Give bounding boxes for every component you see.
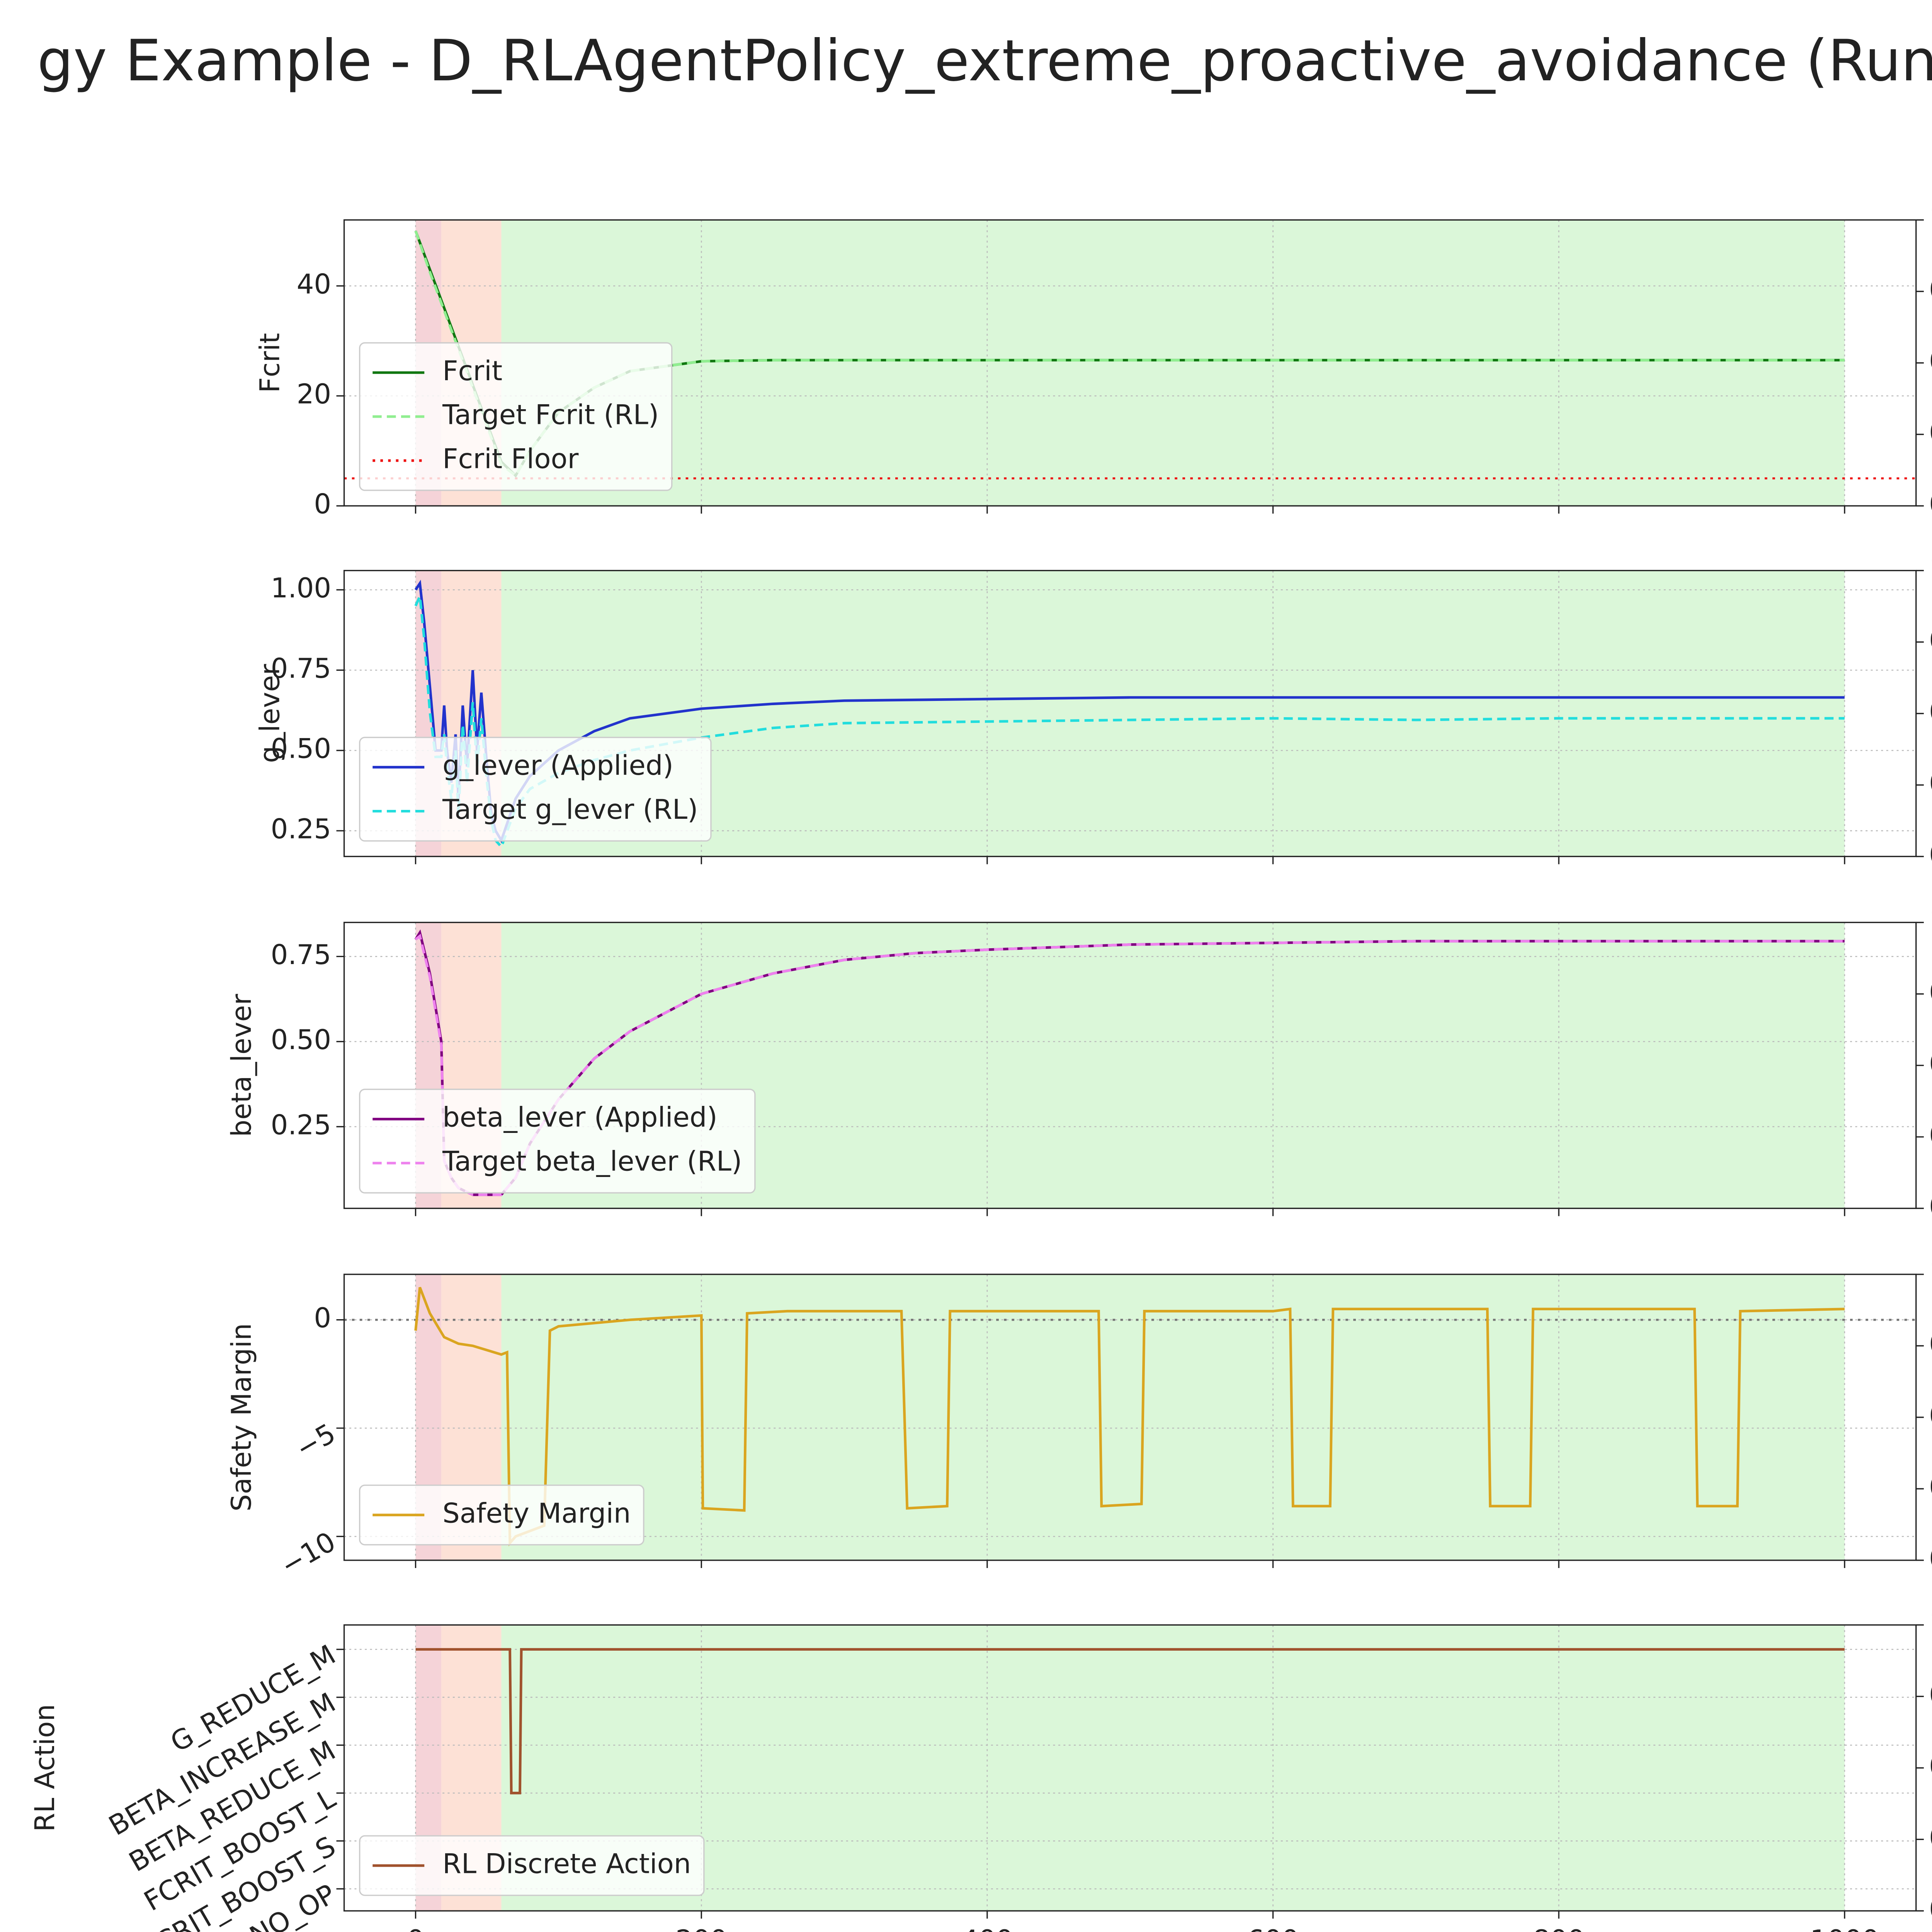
legend: Safety Margin bbox=[359, 1485, 645, 1546]
legend-label: RL Discrete Action bbox=[442, 1848, 691, 1880]
legend-label: Target beta_lever (RL) bbox=[442, 1146, 742, 1177]
y2-tick-label: 0.00 bbox=[1929, 1543, 1932, 1574]
y-tick-label: 0.25 bbox=[271, 1109, 332, 1141]
legend: beta_lever (Applied) Target beta_lever (R… bbox=[359, 1088, 756, 1194]
legend-box bbox=[359, 1485, 645, 1546]
legend-label: Target Fcrit (RL) bbox=[442, 399, 659, 431]
y2-tick-label: 1.00 bbox=[1929, 553, 1932, 585]
y2-tick-label: 0.75 bbox=[1929, 1679, 1932, 1711]
plot-frame bbox=[343, 1624, 1917, 1912]
shaded-region bbox=[501, 570, 1845, 857]
y2-tick-label: 0.50 bbox=[1929, 345, 1932, 377]
plot-frame bbox=[343, 570, 1917, 857]
legend-box bbox=[359, 342, 673, 491]
y-tick-label: 0.50 bbox=[271, 733, 332, 765]
plot-frame bbox=[343, 219, 1917, 507]
legend-label: Target g_lever (RL) bbox=[442, 794, 698, 825]
legend-label: Safety Margin bbox=[442, 1497, 631, 1529]
y2-tick-label: 0.25 bbox=[1929, 767, 1932, 799]
shaded-region bbox=[501, 1274, 1845, 1560]
legend-box bbox=[359, 1088, 756, 1194]
x-tick-label: 1000 bbox=[1810, 1924, 1879, 1932]
y-tick-label: 40 bbox=[297, 268, 331, 300]
plot-frame bbox=[343, 1274, 1917, 1561]
plot-frame bbox=[343, 922, 1917, 1209]
y-tick-label: 0 bbox=[314, 488, 331, 520]
legend-box bbox=[359, 736, 712, 842]
y2-tick-label: 0.75 bbox=[1929, 976, 1932, 1008]
y2-tick-label: 1.00 bbox=[1929, 202, 1932, 234]
figure-title: gy Example - D_RLAgentPolicy_extreme_pro… bbox=[37, 27, 1932, 94]
y2-tick-label: 0.25 bbox=[1929, 417, 1932, 449]
y2-tick-label: 0.50 bbox=[1929, 696, 1932, 728]
series-line bbox=[414, 1287, 1845, 1546]
y-axis-label: Safety Margin bbox=[226, 1323, 257, 1511]
legend: Fcrit Target Fcrit (RL) Fcrit Floor bbox=[359, 342, 673, 491]
y2-tick-label: 0.00 bbox=[1929, 488, 1932, 520]
y2-tick-label: 0.25 bbox=[1929, 1471, 1932, 1503]
y2-tick-label: 0.75 bbox=[1929, 274, 1932, 306]
y2-tick-label: 1.00 bbox=[1929, 905, 1932, 937]
legend-label: Fcrit Floor bbox=[442, 443, 578, 474]
shaded-region bbox=[501, 1625, 1845, 1911]
legend-box bbox=[359, 1835, 705, 1896]
y-axis-label: beta_lever bbox=[226, 994, 257, 1137]
legend-label: beta_lever (Applied) bbox=[442, 1102, 718, 1133]
shaded-region bbox=[501, 220, 1845, 506]
legend: g_lever (Applied) Target g_lever (RL) bbox=[359, 736, 712, 842]
y2-tick-label: 0.75 bbox=[1929, 1328, 1932, 1360]
x-tick-label: 800 bbox=[1533, 1924, 1585, 1932]
x-tick-label: 400 bbox=[961, 1924, 1013, 1932]
y-tick-label: 0.25 bbox=[271, 813, 332, 845]
y2-tick-label: 0.50 bbox=[1929, 1048, 1932, 1080]
y-axis-label: g_lever bbox=[254, 664, 286, 763]
y-tick-label: 1.00 bbox=[271, 572, 332, 604]
series-line bbox=[415, 1648, 1845, 1794]
y2-tick-label: 0.25 bbox=[1929, 1822, 1932, 1854]
y-tick-label: 0.75 bbox=[271, 939, 332, 971]
y-tick-label: 0.50 bbox=[271, 1024, 332, 1056]
y-tick-label: 0 bbox=[314, 1302, 331, 1334]
legend: RL Discrete Action bbox=[359, 1835, 705, 1896]
y2-tick-label: 0.00 bbox=[1929, 1893, 1932, 1925]
y-tick-label: 20 bbox=[297, 378, 331, 410]
y2-tick-label: 0.00 bbox=[1929, 839, 1932, 871]
y-axis-label: RL Action bbox=[29, 1704, 61, 1832]
y2-tick-label: 0.25 bbox=[1929, 1119, 1932, 1151]
y2-tick-label: 0.50 bbox=[1929, 1400, 1932, 1431]
x-tick-label: 0 bbox=[407, 1924, 424, 1932]
y2-tick-label: 1.00 bbox=[1929, 1257, 1932, 1289]
y2-tick-label: 0.00 bbox=[1929, 1191, 1932, 1223]
y2-tick-label: 0.75 bbox=[1929, 624, 1932, 656]
x-tick-label: 200 bbox=[675, 1924, 727, 1932]
y2-tick-label: 0.50 bbox=[1929, 1750, 1932, 1782]
y2-tick-label: 1.00 bbox=[1929, 1607, 1932, 1639]
legend-label: Fcrit bbox=[442, 355, 502, 387]
x-tick-label: 600 bbox=[1247, 1924, 1299, 1932]
y-tick-label: 0.75 bbox=[271, 653, 332, 684]
y-axis-label: Fcrit bbox=[254, 333, 286, 393]
legend-label: g_lever (Applied) bbox=[442, 750, 673, 781]
